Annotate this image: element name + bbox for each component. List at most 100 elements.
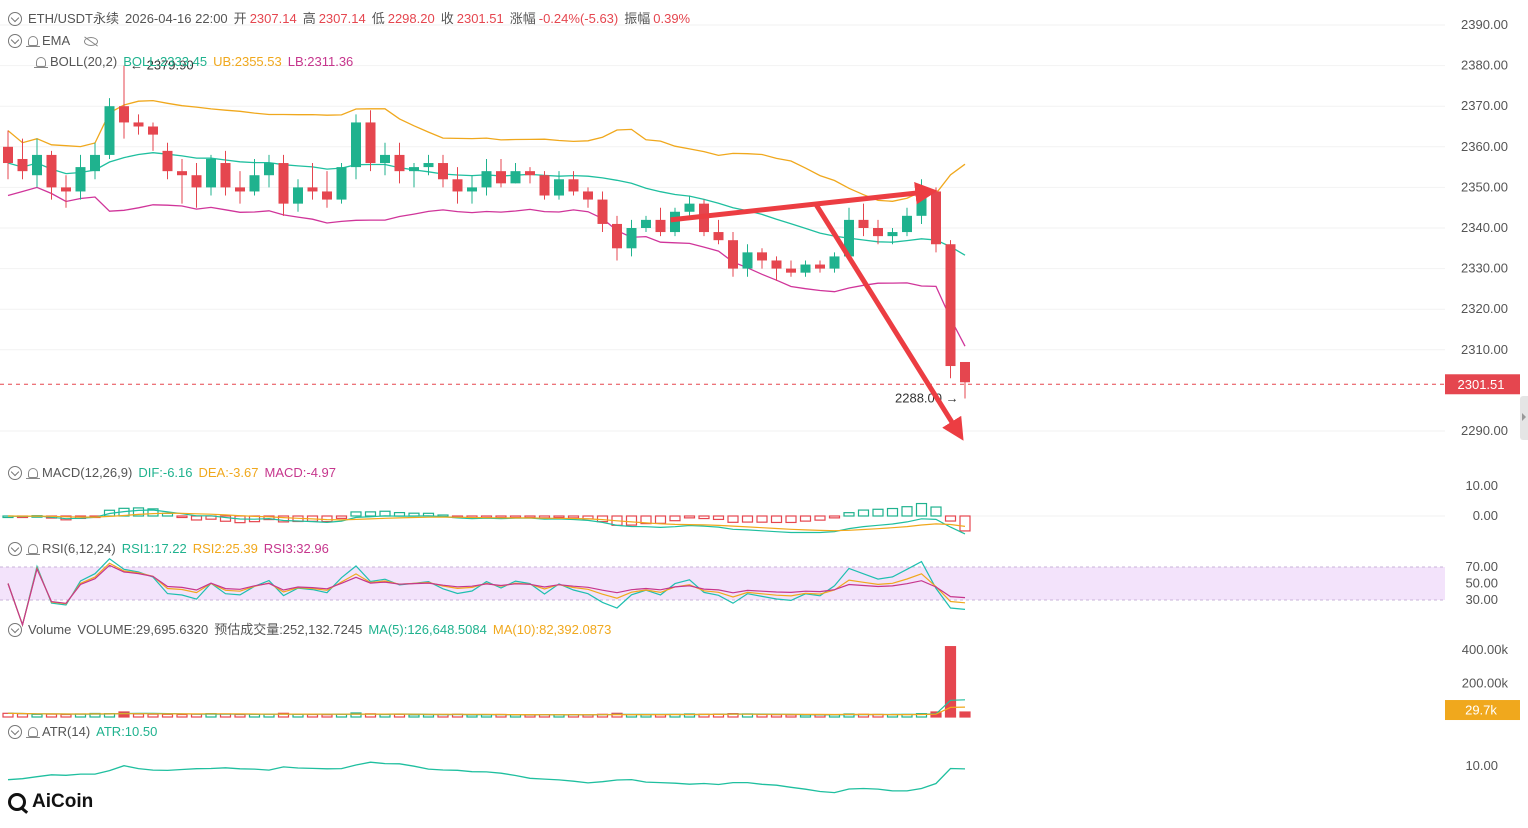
candle bbox=[945, 244, 956, 367]
candle bbox=[133, 122, 144, 127]
volume-value: VOLUME:29,695.6320 bbox=[77, 622, 209, 637]
bell-icon[interactable] bbox=[26, 544, 40, 555]
volume-bar bbox=[915, 713, 928, 718]
bell-icon[interactable] bbox=[34, 57, 48, 68]
volume-bar bbox=[799, 714, 812, 718]
atr-axis-tick: 10.00 bbox=[1465, 758, 1498, 773]
macd-bar bbox=[379, 510, 391, 517]
rsi2-value: RSI2:25.39 bbox=[192, 541, 258, 556]
candle bbox=[554, 179, 564, 196]
candle bbox=[844, 219, 854, 257]
collapse-icon[interactable] bbox=[8, 623, 22, 637]
candle bbox=[3, 146, 13, 164]
price-axis-tick: 2330.00 bbox=[1461, 261, 1508, 276]
rsi-axis-tick: 30.00 bbox=[1465, 592, 1498, 607]
boll-lower-line bbox=[7, 186, 966, 347]
ema-label[interactable]: EMA bbox=[42, 33, 71, 48]
candle bbox=[162, 150, 173, 172]
candle bbox=[365, 122, 376, 164]
eye-hidden-icon[interactable] bbox=[84, 36, 99, 46]
candle bbox=[46, 154, 57, 188]
price-axis-tick: 2390.00 bbox=[1461, 17, 1508, 32]
collapse-icon[interactable] bbox=[8, 542, 22, 556]
candle bbox=[829, 256, 840, 269]
price-axis-tick: 2370.00 bbox=[1461, 98, 1508, 113]
rsi-label[interactable]: RSI(6,12,24) bbox=[42, 541, 116, 556]
volume-label[interactable]: Volume bbox=[28, 622, 72, 637]
candle bbox=[481, 171, 492, 188]
price-axis-tick: 2350.00 bbox=[1461, 179, 1508, 194]
rsi-header: RSI(6,12,24) RSI1:17.22 RSI2:25.39 RSI3:… bbox=[8, 540, 329, 558]
max-price-label: ← 2379.90 bbox=[130, 58, 194, 73]
macd-bar bbox=[901, 506, 913, 517]
macd-bar bbox=[799, 515, 812, 522]
candle bbox=[293, 187, 303, 204]
bell-icon[interactable] bbox=[26, 468, 40, 479]
collapse-icon[interactable] bbox=[8, 12, 22, 26]
macd-bar bbox=[190, 515, 203, 521]
boll-lb-value: LB:2311.36 bbox=[287, 54, 354, 69]
macd-axis-tick: 0.00 bbox=[1473, 508, 1498, 523]
rsi-axis-tick: 70.00 bbox=[1465, 559, 1498, 574]
volume-ma10-line bbox=[7, 706, 966, 716]
collapse-icon[interactable] bbox=[8, 466, 22, 480]
candle bbox=[220, 163, 231, 188]
price-axis-tick: 2290.00 bbox=[1461, 423, 1508, 438]
volume-ma5-value: MA(5):126,648.5084 bbox=[368, 622, 487, 637]
macd-bar bbox=[393, 511, 406, 517]
trend-arrow bbox=[670, 181, 938, 223]
macd-bar bbox=[828, 515, 841, 519]
candle bbox=[191, 175, 202, 188]
macd-bar bbox=[654, 515, 667, 524]
macd-bar bbox=[321, 515, 333, 523]
volume-ma5-line bbox=[7, 699, 966, 716]
macd-bar bbox=[712, 515, 725, 521]
boll-upper-line bbox=[7, 99, 966, 202]
rsi3-line bbox=[7, 564, 966, 627]
macd-bar bbox=[756, 515, 768, 523]
volume-last-tag bbox=[1445, 700, 1520, 721]
macd-bar bbox=[524, 515, 536, 519]
volume-ma10-value: MA(10):82,392.0873 bbox=[492, 622, 612, 637]
macd-bar bbox=[350, 511, 362, 517]
collapse-icon[interactable] bbox=[8, 34, 22, 48]
price-axis-tick: 2320.00 bbox=[1461, 301, 1508, 316]
candle bbox=[786, 268, 796, 273]
volume-bar bbox=[292, 713, 304, 718]
collapse-icon[interactable] bbox=[8, 725, 22, 739]
volume-bar bbox=[959, 711, 971, 718]
candle bbox=[800, 264, 811, 273]
macd-bar bbox=[567, 515, 580, 519]
volume-bar bbox=[379, 713, 391, 718]
macd-bar bbox=[669, 515, 681, 522]
candle bbox=[409, 167, 419, 172]
bell-icon[interactable] bbox=[26, 727, 40, 738]
macd-label[interactable]: MACD(12,26,9) bbox=[42, 465, 133, 480]
macd-bar bbox=[132, 507, 145, 517]
candle bbox=[902, 215, 912, 233]
candle bbox=[148, 126, 158, 135]
rsi3-value: RSI3:32.96 bbox=[263, 541, 329, 556]
volume-bar bbox=[770, 714, 783, 718]
price-axis-tick: 2380.00 bbox=[1461, 58, 1508, 73]
macd-bar bbox=[683, 515, 696, 519]
change-label: 涨幅 bbox=[509, 11, 536, 26]
panel-toggle-handle[interactable] bbox=[1520, 396, 1528, 440]
aicoin-logo-icon bbox=[8, 793, 26, 811]
volume-bar bbox=[118, 711, 130, 718]
last-price-tag bbox=[1445, 374, 1520, 395]
macd-bar bbox=[814, 515, 826, 521]
macd-bar bbox=[147, 508, 159, 517]
min-price-label: 2288.00 → bbox=[895, 391, 959, 406]
atr-label[interactable]: ATR(14) bbox=[42, 724, 91, 739]
change-value: -0.24%(-5.63) bbox=[538, 11, 619, 26]
candle bbox=[177, 171, 187, 176]
rsi1-value: RSI1:17.22 bbox=[121, 541, 187, 556]
bell-icon[interactable] bbox=[26, 36, 40, 47]
open-value: 2307.14 bbox=[249, 11, 297, 26]
macd-value: MACD:-4.97 bbox=[264, 465, 337, 480]
candle bbox=[684, 203, 695, 212]
boll-label[interactable]: BOLL(20,2) bbox=[50, 54, 118, 69]
volume-last-tag-text: 29.7k bbox=[1465, 703, 1497, 718]
